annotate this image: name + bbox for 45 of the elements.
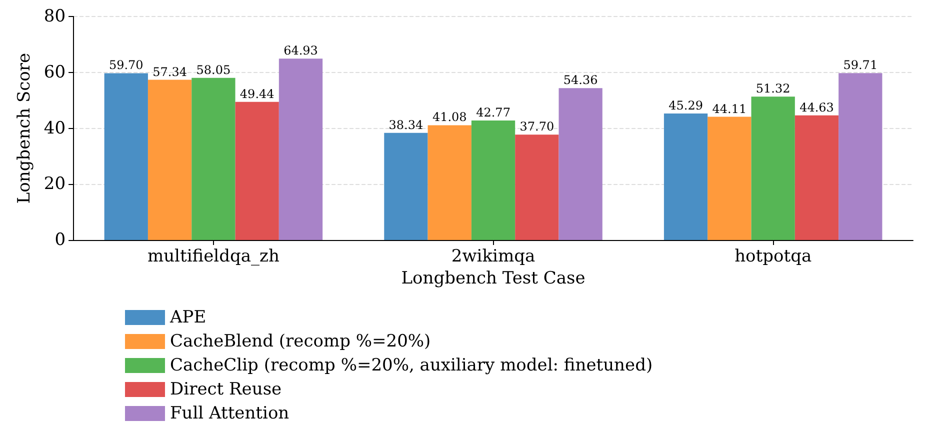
data-label: 41.08 xyxy=(432,110,467,124)
y-tick-label: 60 xyxy=(44,62,66,82)
data-label: 64.93 xyxy=(284,44,318,58)
data-label: 59.70 xyxy=(108,58,144,72)
bar xyxy=(428,125,472,240)
bar xyxy=(838,73,882,240)
y-tick-label: 0 xyxy=(54,230,66,250)
bar xyxy=(558,88,602,240)
y-tick-label: 40 xyxy=(44,118,66,138)
data-label: 44.11 xyxy=(712,102,747,116)
legend-label: CacheClip (recomp %=20%, auxiliary model: finetuned) xyxy=(170,356,653,376)
legend-label: Direct Reuse xyxy=(170,380,282,400)
y-tick-label: 20 xyxy=(44,174,66,194)
x-tick-label: hotpotqa xyxy=(734,246,812,266)
y-axis-title: Longbench Score xyxy=(14,52,34,204)
bar xyxy=(664,113,708,240)
data-label: 57.34 xyxy=(152,64,188,79)
data-label: 44.63 xyxy=(800,100,834,114)
legend-label: Full Attention xyxy=(170,404,290,424)
data-label: 58.05 xyxy=(196,62,231,77)
data-label: 59.71 xyxy=(843,58,878,72)
bar xyxy=(794,115,839,240)
bar xyxy=(384,132,428,240)
data-label: 49.44 xyxy=(240,86,275,101)
data-label: 37.70 xyxy=(520,120,554,134)
legend-label: CacheBlend (recomp %=20%) xyxy=(170,332,431,352)
bar xyxy=(235,102,279,240)
bar xyxy=(192,78,236,240)
bar xyxy=(471,120,516,240)
bar xyxy=(148,80,192,240)
bar xyxy=(708,116,752,240)
bar xyxy=(104,73,148,240)
data-label: 42.77 xyxy=(476,106,510,120)
bar xyxy=(278,58,323,240)
x-tick-label: multifieldqa_zh xyxy=(147,246,280,266)
bar xyxy=(515,134,559,240)
x-tick-label: 2wikimqa xyxy=(451,246,536,266)
y-tick-label: 80 xyxy=(44,6,66,26)
legend-label: APE xyxy=(169,308,206,328)
data-label: 54.36 xyxy=(563,73,598,88)
x-axis-title: Longbench Test Case xyxy=(401,268,586,288)
bar xyxy=(751,96,795,240)
data-label: 38.34 xyxy=(388,118,424,132)
data-label: 45.29 xyxy=(668,98,703,112)
data-label: 51.32 xyxy=(756,82,790,96)
